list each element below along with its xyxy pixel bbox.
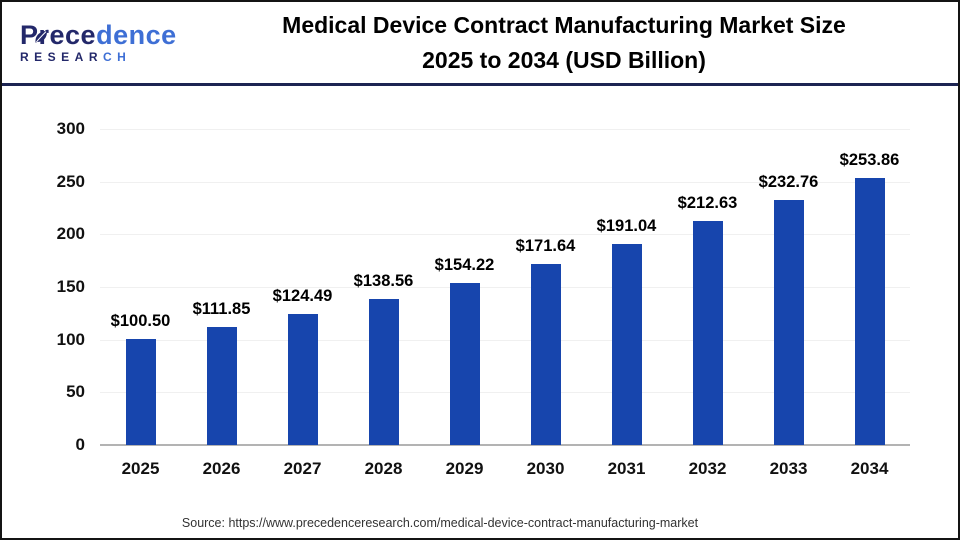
bar [125,339,156,445]
bar-value-label: $232.76 [758,172,819,191]
y-axis-label: 50 [66,382,85,402]
gridline [100,339,910,341]
x-tick-label: 2028 [364,459,403,478]
bar [611,243,642,445]
bar [773,199,804,445]
bar-value-label: $111.85 [192,300,251,319]
header: Precedence RESEARCH Medical Device Contr… [2,2,958,86]
x-tick-label: 2031 [607,459,646,478]
x-tick-label: 2034 [850,459,889,478]
x-tick-label: 2032 [688,459,727,478]
page-title: Medical Device Contract Manufacturing Ma… [178,8,958,78]
y-axis-label: 250 [56,171,85,191]
x-axis-line [100,444,910,446]
bar-value-label: $124.49 [272,286,333,305]
y-axis-label: 0 [75,435,85,454]
bar [287,313,318,445]
bar-value-label: $253.86 [839,150,900,169]
x-tick-label: 2026 [202,459,241,478]
plot-area: 0 50 100 150 200 250 300 $100.50 2025 $111.85 2026… [57,119,910,478]
bar-value-label: $138.56 [353,272,414,291]
logo-wordmark: Precedence [20,19,178,50]
logo-word-light: dence [96,19,177,50]
bar [692,221,723,445]
x-tick-label: 2025 [121,459,160,478]
bar-value-label: $171.64 [515,237,576,256]
x-tick-label: 2030 [526,459,565,478]
gridline [100,234,910,236]
bar-value-label: $212.63 [677,194,738,213]
bar [368,299,399,445]
bar [449,282,480,445]
logo-sub-dark: RESEAR [20,49,104,64]
y-axis-label: 100 [56,329,85,349]
gridline [100,392,910,394]
bar [530,264,561,445]
title-line-2: 2025 to 2034 (USD Billion) [422,46,706,73]
x-tick-label: 2027 [283,459,322,478]
logo-sub-light: CH [103,49,132,64]
y-axis-label: 150 [56,277,85,296]
precedence-logo: Precedence RESEARCH [2,19,178,64]
gridline [100,129,910,130]
title-line-1: Medical Device Contract Manufacturing Ma… [282,11,846,38]
y-axis-label: 200 [56,224,85,244]
gridline [100,287,910,288]
y-axis-label: 300 [56,119,85,138]
x-tick-label: 2033 [769,459,808,478]
bar-value-label: $191.04 [596,216,657,235]
bar-value-label: $154.22 [434,255,495,274]
bar-chart: 0 50 100 150 200 250 300 $100.50 2025 $111.85 2026… [2,89,958,499]
source-note: Source: https://www.precedenceresearch.c… [181,516,699,530]
gridline [100,181,910,183]
logo-research: RESEARCH [20,50,178,64]
bar-value-label: $100.50 [110,312,171,331]
logo-word-dark: Prece [20,19,97,50]
bar [206,327,237,445]
bar [854,177,885,445]
x-tick-label: 2029 [445,459,484,478]
